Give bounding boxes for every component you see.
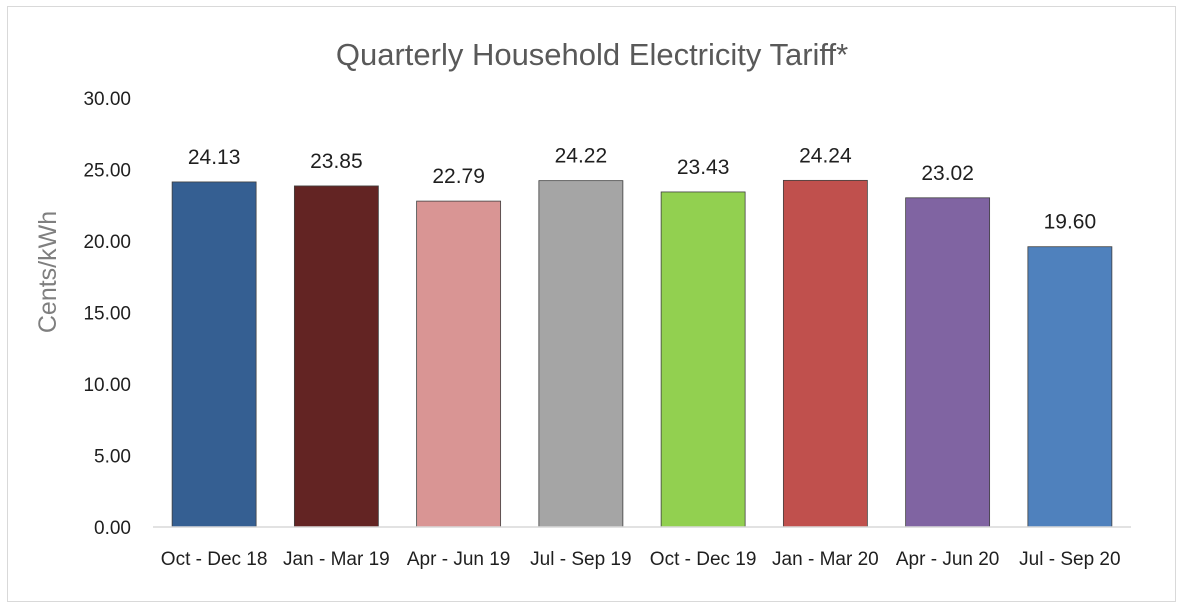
bar bbox=[416, 200, 502, 528]
x-category-label: Oct - Dec 18 bbox=[161, 549, 268, 570]
y-tick-label: 30.00 bbox=[83, 89, 131, 110]
data-label: 22.79 bbox=[432, 165, 485, 188]
x-category-label: Jul - Sep 20 bbox=[1019, 549, 1120, 570]
bar bbox=[293, 185, 379, 528]
data-label: 24.22 bbox=[555, 145, 608, 168]
data-label: 24.24 bbox=[799, 144, 852, 167]
y-tick-label: 25.00 bbox=[83, 161, 131, 182]
x-axis-categories: Oct - Dec 18 Jan - Mar 19 Apr - Jun 19 Jul … bbox=[161, 549, 1121, 570]
y-axis-ticks: 0.00 5.00 10.00 15.00 20.00 25.00 30.00 bbox=[83, 89, 131, 539]
x-category-label: Jul - Sep 19 bbox=[530, 549, 631, 570]
bar bbox=[538, 180, 624, 528]
y-tick-label: 20.00 bbox=[83, 232, 131, 253]
chart-title: Quarterly Household Electricity Tariff* bbox=[336, 37, 848, 72]
bar bbox=[1027, 246, 1113, 528]
data-label: 23.43 bbox=[677, 156, 730, 179]
bar bbox=[905, 197, 991, 528]
bar bbox=[171, 181, 257, 528]
x-category-label: Jan - Mar 20 bbox=[772, 549, 879, 570]
bars bbox=[171, 179, 1113, 528]
x-category-label: Apr - Jun 19 bbox=[407, 549, 511, 570]
y-tick-label: 15.00 bbox=[83, 304, 131, 325]
x-category-label: Jan - Mar 19 bbox=[283, 549, 390, 570]
data-label: 24.13 bbox=[188, 146, 241, 169]
data-label: 23.85 bbox=[310, 150, 363, 173]
data-label: 19.60 bbox=[1044, 211, 1097, 234]
bar bbox=[782, 179, 868, 528]
x-category-label: Oct - Dec 19 bbox=[650, 549, 757, 570]
y-tick-label: 10.00 bbox=[83, 375, 131, 396]
y-axis-label: Cents/kWh bbox=[34, 211, 62, 333]
y-tick-label: 5.00 bbox=[94, 447, 131, 468]
y-tick-label: 0.00 bbox=[94, 518, 131, 539]
data-labels: 24.13 23.85 22.79 24.22 23.43 24.24 23.02 19.60 bbox=[188, 144, 1096, 233]
x-category-label: Apr - Jun 20 bbox=[896, 549, 1000, 570]
data-label: 23.02 bbox=[921, 162, 974, 185]
bar bbox=[660, 191, 746, 528]
